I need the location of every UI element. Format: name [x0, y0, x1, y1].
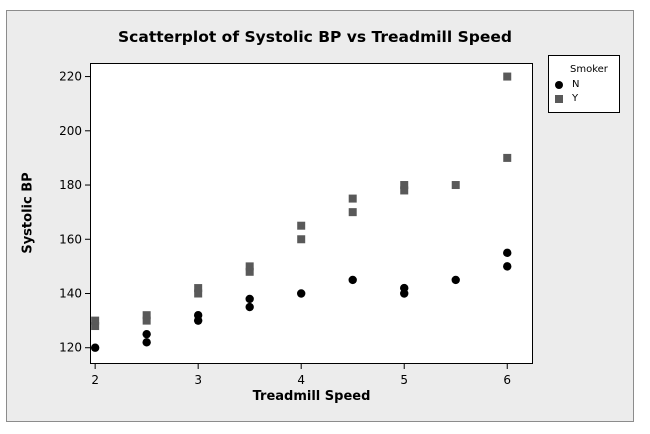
data-point-y: [400, 181, 409, 190]
y-tick-label: 220: [59, 70, 82, 84]
data-point-y: [400, 186, 409, 195]
data-point-n: [142, 329, 151, 339]
y-tick-label: 140: [59, 286, 82, 300]
data-point-y: [503, 153, 512, 162]
data-point-y: [245, 262, 254, 271]
x-tick-label: 4: [297, 373, 305, 387]
y-tick-label: 200: [59, 124, 82, 138]
data-point-y: [91, 316, 100, 325]
plot-area: [90, 63, 533, 364]
data-point-n: [245, 294, 254, 304]
data-point-y: [297, 221, 306, 230]
legend: Smoker N Y: [548, 55, 620, 113]
chart-title: Scatterplot of Systolic BP vs Treadmill …: [118, 28, 512, 46]
x-tick-label: 6: [503, 373, 511, 387]
data-point-n: [503, 262, 512, 271]
legend-label-y: Y: [572, 93, 579, 104]
data-point-n: [348, 275, 357, 285]
data-point-y: [348, 194, 357, 203]
y-tick-label: 180: [59, 178, 82, 192]
x-tick-label: 5: [400, 373, 408, 387]
data-point-y: [142, 316, 151, 325]
data-point-y: [91, 322, 100, 331]
y-tick-label: 120: [59, 341, 82, 355]
data-point-y: [194, 284, 203, 293]
legend-square-marker: [555, 95, 563, 103]
data-point-n: [503, 248, 512, 258]
data-point-y: [245, 267, 254, 276]
data-point-n: [245, 302, 254, 312]
data-point-y: [503, 72, 512, 81]
data-point-y: [451, 181, 460, 190]
legend-circle-marker: [555, 81, 563, 89]
legend-title: Smoker: [570, 64, 608, 75]
x-axis-label: Treadmill Speed: [252, 389, 371, 404]
data-point-y: [297, 235, 306, 244]
x-tick-label: 3: [194, 373, 202, 387]
y-axis-label: Systolic BP: [20, 172, 36, 254]
x-tick-label: 2: [91, 373, 99, 387]
data-point-n: [90, 343, 100, 352]
data-point-n: [400, 283, 409, 293]
data-point-n: [296, 289, 306, 298]
legend-label-n: N: [572, 79, 580, 90]
data-point-y: [194, 289, 203, 298]
data-point-y: [348, 208, 357, 217]
data-point-n: [142, 338, 151, 347]
data-point-n: [193, 310, 203, 320]
data-point-y: [142, 311, 151, 320]
y-tick-label: 160: [59, 232, 82, 246]
data-point-n: [451, 275, 460, 285]
